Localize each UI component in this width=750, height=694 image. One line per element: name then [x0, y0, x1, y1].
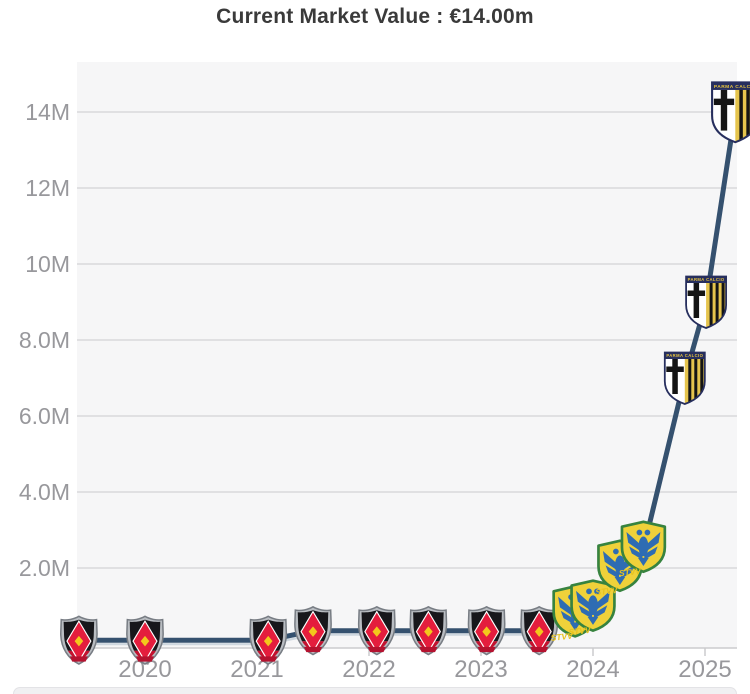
chart-title: Current Market Value : €14.00m	[216, 5, 534, 28]
next-card-top-edge	[13, 687, 737, 694]
x-axis-tick-label: 2021	[230, 656, 283, 683]
x-axis-tick-label: 2023	[454, 656, 507, 683]
x-axis-tick-label: 2024	[566, 656, 619, 683]
y-axis-tick-label: 14M	[25, 99, 70, 125]
y-axis-labels: 14M 12M 10M 8.0M 6.0M 4.0M 2.0M	[19, 99, 70, 581]
urawa-crest-marker[interactable]	[59, 615, 98, 665]
y-axis-tick-label: 2.0M	[19, 555, 70, 581]
y-axis-tick-label: 8.0M	[19, 327, 70, 353]
y-axis-tick-label: 4.0M	[19, 479, 70, 505]
x-axis-tick-label: 2022	[342, 656, 395, 683]
y-axis-tick-label: 12M	[25, 175, 70, 201]
y-axis-tick-label: 6.0M	[19, 403, 70, 429]
x-axis-tick-label: 2025	[678, 656, 731, 683]
y-axis-tick-label: 10M	[25, 251, 70, 277]
x-axis-labels: 2020 2021 2022 2023 2024 2025	[118, 656, 731, 683]
